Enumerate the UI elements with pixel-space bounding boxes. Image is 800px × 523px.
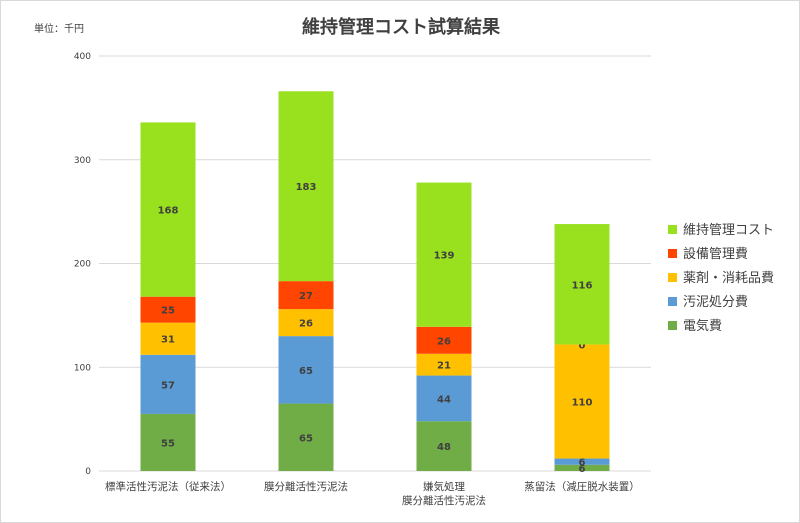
bar-segment	[416, 353, 472, 376]
bar-segment	[278, 403, 334, 471]
data-label: 27	[299, 291, 313, 302]
legend-entry: 汚泥処分費	[683, 295, 748, 310]
x-category-label: 標準活性汚泥法（従来法）	[105, 480, 231, 493]
x-axis-categories: 標準活性汚泥法（従来法） 膜分離活性汚泥法 嫌気処理膜分離活性汚泥法蒸留法（減圧脱水…	[105, 480, 640, 507]
bar-segment	[140, 354, 196, 414]
bar-segment	[140, 122, 196, 297]
legend-swatch	[668, 225, 677, 234]
bar-segment	[278, 281, 334, 310]
bar-segment	[416, 421, 472, 471]
data-label: 168	[158, 206, 179, 217]
data-label: 6	[579, 464, 586, 475]
y-tick-label: 400	[74, 52, 91, 62]
x-category-label: 蒸留法（減圧脱水装置）	[524, 480, 640, 493]
legend-entry: 維持管理コスト	[683, 223, 774, 238]
chart-title: 維持管理コスト試算結果	[302, 16, 501, 38]
legend-swatch	[668, 273, 677, 282]
bars: 55 57 31 25 168 65 65 26 27 183 48 44 21 26 139 66 110 0 1…	[140, 91, 610, 475]
x-category-label: 膜分離活性汚泥法	[402, 494, 486, 507]
data-label: 57	[161, 380, 175, 391]
bar-segment	[416, 375, 472, 422]
data-label: 31	[161, 335, 175, 346]
data-label: 48	[437, 442, 451, 453]
data-label: 139	[434, 251, 455, 262]
data-label: 110	[572, 397, 593, 408]
legend-swatch	[668, 297, 677, 306]
bar-segment	[554, 344, 610, 459]
data-label: 183	[296, 182, 317, 193]
x-category-label: 嫌気処理	[423, 480, 465, 493]
bar-segment	[554, 458, 610, 465]
data-label: 26	[299, 319, 313, 330]
legend-swatch	[668, 249, 677, 258]
bar-segment	[416, 326, 472, 354]
legend-entry: 設備管理費	[683, 246, 748, 262]
data-label: 44	[437, 394, 451, 405]
bar-segment	[140, 413, 196, 471]
bar-segment	[140, 322, 196, 355]
data-label: 55	[161, 438, 175, 449]
unit-label: 単位：千円	[34, 22, 84, 35]
legend-entry: 薬剤・消耗品費	[683, 270, 774, 286]
data-label: 65	[299, 366, 313, 377]
y-axis-ticks: 0 100 200 300 400	[74, 52, 91, 477]
data-label: 65	[299, 433, 313, 444]
legend-entry: 電気費	[683, 318, 722, 334]
data-label: 21	[437, 361, 451, 372]
y-tick-label: 200	[74, 260, 91, 270]
x-category-label: 膜分離活性汚泥法	[264, 480, 348, 493]
data-label: 6	[579, 458, 586, 469]
bar-segment	[278, 309, 334, 337]
data-label: 0	[579, 340, 586, 351]
bar-segment	[554, 464, 610, 471]
bar-segment	[554, 224, 610, 345]
bar-segment	[416, 182, 472, 327]
data-label: 26	[437, 336, 451, 347]
legend-swatch	[668, 321, 677, 330]
bar-segment	[278, 91, 334, 282]
bar-segment	[278, 336, 334, 404]
y-tick-label: 0	[85, 467, 91, 477]
y-tick-label: 100	[74, 363, 91, 373]
y-tick-label: 300	[74, 156, 91, 166]
bar-segment	[140, 296, 196, 323]
data-label: 25	[161, 306, 175, 317]
data-label: 116	[572, 280, 593, 291]
